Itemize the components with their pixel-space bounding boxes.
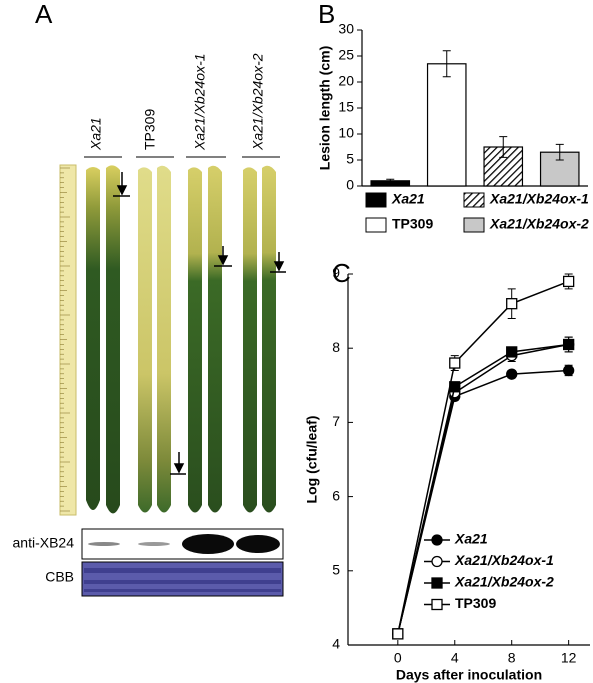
legend-swatch: [365, 192, 387, 208]
legend-marker: [431, 534, 443, 546]
charts: B 0 5 10 15 20 25 30 Lesion length (cm) Xa21 TP309…: [304, 0, 590, 683]
leaves: [86, 165, 276, 514]
blot-label: CBB: [45, 569, 74, 585]
point: [562, 338, 575, 351]
y-tick-label: 25: [338, 47, 354, 63]
y-tick-label: 8: [332, 339, 340, 355]
point: [506, 346, 518, 358]
lane-label: Xa21/Xb24ox-2: [250, 53, 266, 151]
lesion-arrows: [113, 172, 286, 475]
legend-swatch: [463, 192, 485, 208]
point: [562, 275, 575, 288]
panel-label: C: [332, 258, 351, 288]
point: [506, 298, 518, 310]
panel-a: A Xa21 TP309 Xa21/Xb24ox-1 Xa21/Xb24ox-2…: [13, 0, 286, 597]
legend-swatch: [365, 217, 387, 233]
y-tick-label: 4: [332, 636, 340, 652]
legend-swatch: [463, 217, 485, 233]
blot-bands: [88, 534, 280, 554]
y-tick-label: 9: [332, 265, 340, 281]
y-tick-label: 7: [332, 413, 340, 429]
x-tick-label: 12: [561, 650, 577, 666]
ruler: [59, 164, 77, 516]
lane-label: Xa21: [88, 117, 104, 151]
y-axis-label: Lesion length (cm): [317, 46, 333, 170]
panel-label: B: [318, 0, 335, 29]
y-tick-label: 15: [338, 99, 354, 115]
blot-label: anti-XB24: [13, 535, 75, 551]
point: [449, 357, 461, 369]
legend-label: Xa21/Xb24ox-1: [489, 191, 589, 207]
y-tick-label: 30: [338, 21, 354, 37]
legend-label: Xa21: [454, 531, 488, 547]
point: [392, 628, 404, 640]
series-line: [397, 343, 569, 635]
series-line: [397, 280, 569, 635]
error-bar: [499, 136, 508, 158]
y-tick-label: 5: [346, 151, 354, 167]
point: [562, 364, 575, 377]
y-tick-label: 0: [346, 177, 354, 193]
legend-marker: [431, 598, 443, 611]
y-tick-label: 10: [338, 125, 354, 141]
legend-label: Xa21/Xb24ox-2: [489, 216, 589, 232]
legend-label: Xa21/Xb24ox-2: [454, 574, 554, 590]
y-tick-label: 20: [338, 73, 354, 89]
panel-label: A: [35, 0, 53, 29]
y-axis-label: Log (cfu/leaf): [304, 416, 320, 504]
legend-label: TP309: [455, 595, 496, 611]
error-bar: [386, 178, 395, 183]
error-bar: [555, 143, 564, 161]
lane-label: TP309: [142, 109, 158, 150]
point: [506, 368, 518, 380]
y-tick-label: 5: [332, 562, 340, 578]
lane-label: Xa21/Xb24ox-1: [192, 53, 208, 151]
legend-label: Xa21/Xb24ox-1: [454, 552, 554, 568]
x-axis-label: Days after inoculation: [396, 667, 542, 683]
legend-label: TP309: [392, 216, 433, 232]
x-tick-label: 4: [451, 650, 459, 666]
legend-marker: [431, 577, 443, 589]
legend-marker: [431, 555, 443, 568]
bar: [426, 63, 467, 187]
cbb-bands: [84, 568, 281, 592]
legend-label: Xa21: [391, 191, 425, 207]
x-tick-label: 8: [508, 650, 516, 666]
y-tick-label: 6: [332, 487, 340, 503]
error-bar: [442, 50, 451, 78]
ruler-ticks: [60, 167, 70, 512]
series-line: [397, 343, 569, 635]
x-tick-label: 0: [394, 650, 402, 666]
